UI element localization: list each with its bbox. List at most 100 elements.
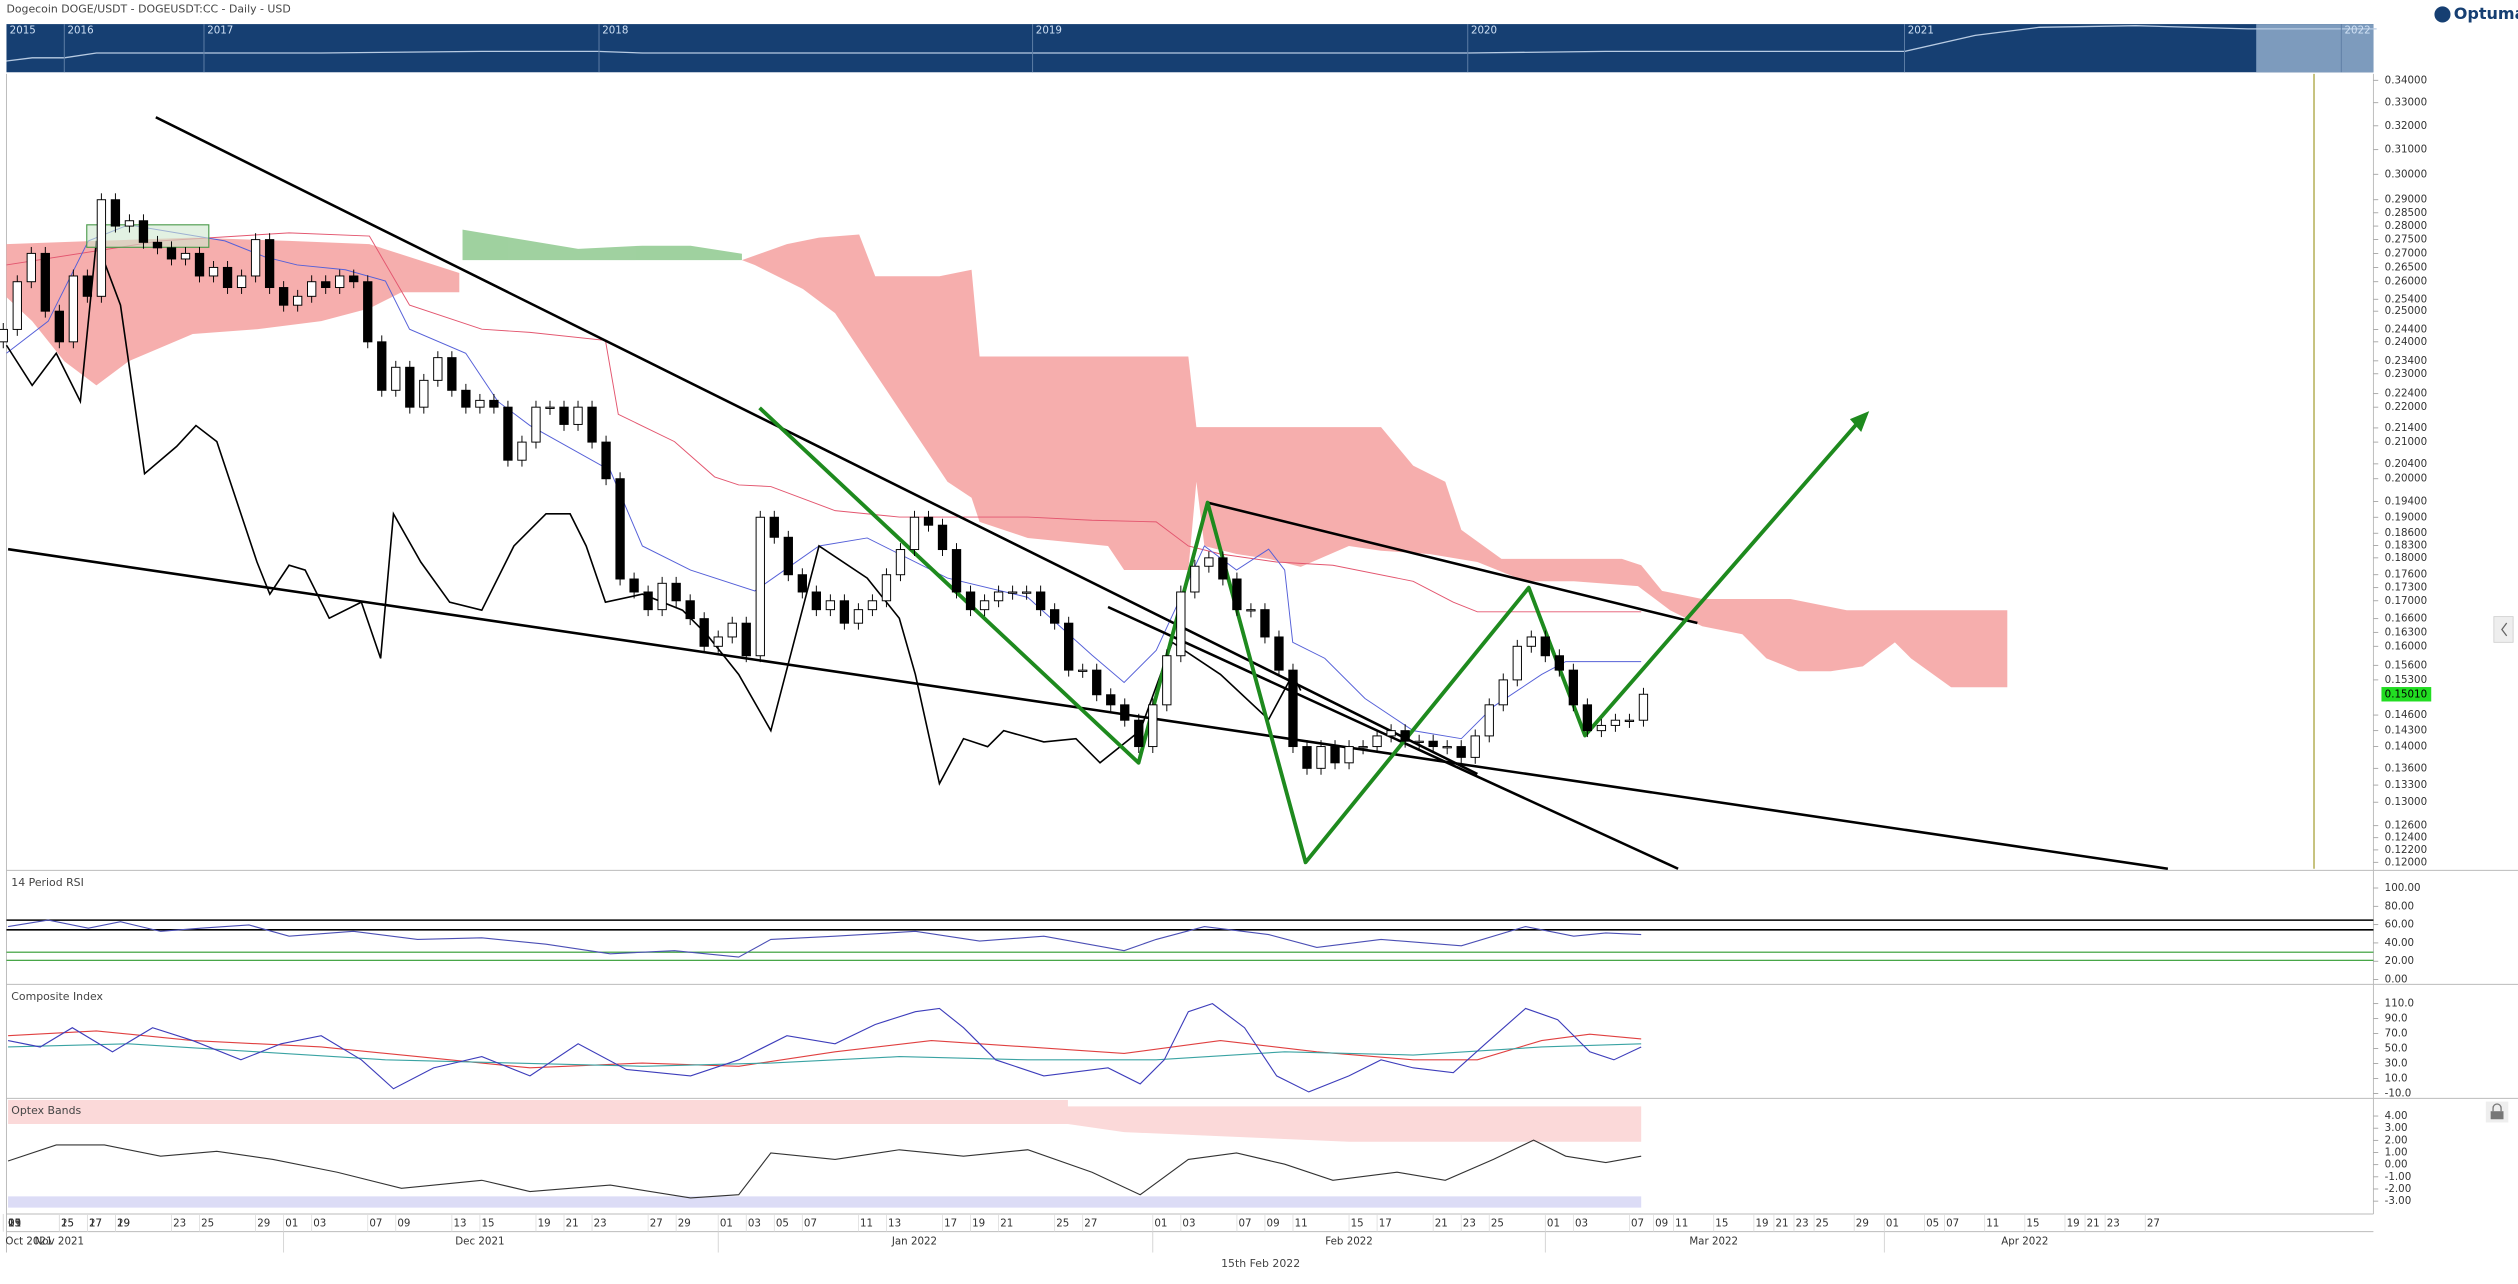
candle-body [1064, 622, 1074, 671]
x-tick-label: 05 [1926, 1218, 1939, 1230]
last-price-label: 0.15010 [2385, 688, 2427, 700]
x-tick-label: 01 [1886, 1218, 1899, 1230]
candle-body [321, 281, 331, 289]
chart-title: Dogecoin DOGE/USDT - DOGEUSDT:CC - Daily… [6, 3, 290, 16]
y-tick-label: 0.14000 [2385, 741, 2427, 753]
x-tick-label: 09 [8, 1218, 21, 1230]
y-tick-label: 0.26500 [2385, 261, 2427, 273]
cursor-date: 15th Feb 2022 [1221, 1257, 1300, 1270]
candle-body [769, 516, 779, 538]
x-tick-label: 03 [313, 1218, 326, 1230]
panel-title: Composite Index [11, 990, 103, 1003]
y-tick-label: 0.21000 [2385, 436, 2427, 448]
candle-body [96, 199, 107, 297]
month-label: Feb 2022 [1325, 1235, 1373, 1247]
candle-body [82, 275, 93, 297]
candle-body [1162, 655, 1172, 706]
y-tick-label: 0.22000 [2385, 401, 2427, 413]
candle-body [517, 441, 527, 461]
candle-body [839, 600, 850, 624]
y-tick-label: -1.00 [2385, 1171, 2412, 1183]
candle-body [629, 578, 639, 593]
candle-body [447, 357, 457, 391]
candle-body [545, 406, 555, 409]
candle-body [391, 366, 401, 391]
candle-body [0, 328, 8, 343]
candle-body [671, 582, 681, 602]
candle-body [657, 582, 667, 611]
candle-body [755, 516, 765, 657]
candle-body [26, 252, 36, 283]
lagging-line [5, 240, 1302, 786]
panel-frames [5, 73, 2518, 1253]
panel-title: 14 Period RSI [11, 876, 84, 889]
y-tick-label: 0.20000 [2385, 473, 2427, 485]
candle-body [1358, 746, 1368, 749]
candle-body [1246, 609, 1256, 612]
y-tick-label: 0.15300 [2385, 674, 2427, 686]
candle-body [601, 441, 611, 480]
y-tick-label: 0.30000 [2385, 168, 2427, 180]
candle-body [1638, 693, 1649, 721]
y-tick-label: 0.16600 [2385, 613, 2427, 625]
candle-body [1078, 669, 1088, 672]
candle-body [152, 241, 163, 249]
y-tick-label: 0.12000 [2385, 856, 2427, 868]
candle-body [180, 252, 191, 260]
x-tick-label: 11 [8, 1218, 21, 1230]
x-tick-label: 25 [1816, 1218, 1829, 1230]
candle-body [12, 281, 22, 330]
month-label: Jan 2022 [891, 1235, 937, 1247]
y-tick-label: 0.13300 [2385, 779, 2427, 791]
x-tick-label: 29 [257, 1218, 270, 1230]
candle-body [68, 275, 79, 343]
navigator-band [6, 24, 2374, 73]
x-tick-label: 07 [369, 1218, 382, 1230]
candle-body [1512, 645, 1522, 681]
candle-body [867, 600, 878, 611]
candle-body [1372, 735, 1382, 748]
x-tick-label: 29 [1856, 1218, 1869, 1230]
candle-body [461, 389, 471, 408]
x-tick-label: 29 [117, 1218, 130, 1230]
candle-body [1232, 578, 1242, 611]
x-tick-label: 09 [397, 1218, 410, 1230]
candle-body [1526, 636, 1536, 647]
candle-body [993, 591, 1004, 602]
candle-body [433, 357, 443, 381]
candle-body [1568, 669, 1579, 706]
candle-body [250, 239, 261, 277]
candle-body [1050, 609, 1060, 624]
month-label: Nov 2021 [35, 1235, 84, 1247]
y-tick-label: 4.00 [2385, 1110, 2408, 1122]
candle-body [1610, 719, 1621, 726]
month-label: Apr 2022 [2001, 1235, 2048, 1247]
candle-body [1274, 636, 1284, 671]
y-tick-label: 1.00 [2385, 1147, 2408, 1159]
x-tick-label: 27 [89, 1218, 102, 1230]
candle-body [489, 399, 499, 408]
candle-body [1092, 669, 1102, 696]
collapse-button[interactable] [2493, 616, 2514, 643]
candle-body [40, 252, 50, 312]
x-tick-label: 21 [2087, 1218, 2100, 1230]
candle-body [1442, 746, 1452, 749]
x-tick-label: 17 [1379, 1218, 1392, 1230]
candle-body [1344, 746, 1354, 764]
kijun-line [6, 232, 1642, 613]
candle-body [1106, 694, 1116, 706]
candle-body [1302, 746, 1312, 769]
candle-body [951, 549, 962, 593]
candle-body [377, 341, 387, 391]
x-tick-label: 15 [482, 1218, 495, 1230]
candle-body [573, 406, 583, 425]
y-tick-label: 0.25000 [2385, 305, 2427, 317]
y-tick-label: 0.33000 [2385, 97, 2427, 109]
navigator-window[interactable] [2256, 24, 2374, 73]
candle-body [1540, 636, 1550, 657]
candle-body [1288, 669, 1298, 748]
y-tick-label: 0.19400 [2385, 496, 2427, 508]
logo-text: Optuma [2454, 4, 2518, 23]
y-tick-label: 10.0 [2385, 1073, 2408, 1085]
x-tick-label: 19 [2067, 1218, 2080, 1230]
